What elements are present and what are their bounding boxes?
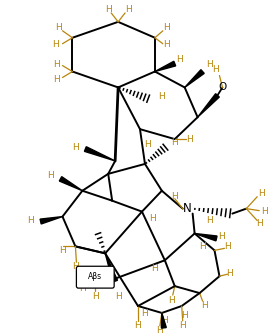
Polygon shape	[195, 234, 217, 241]
Text: H: H	[72, 142, 79, 152]
Text: H: H	[72, 262, 79, 271]
Text: H: H	[168, 296, 175, 304]
Text: H: H	[105, 5, 112, 14]
Polygon shape	[161, 313, 166, 328]
Text: H: H	[47, 171, 54, 180]
Text: H: H	[206, 60, 213, 69]
Text: N: N	[183, 202, 192, 215]
Text: H: H	[142, 309, 148, 319]
Text: H: H	[224, 242, 231, 251]
Text: H: H	[27, 216, 34, 225]
Text: H: H	[261, 207, 267, 216]
Text: H: H	[135, 321, 141, 330]
Text: H: H	[145, 139, 151, 149]
Text: O: O	[218, 82, 227, 92]
Text: H: H	[258, 189, 265, 198]
Text: H: H	[53, 60, 60, 69]
Text: H: H	[59, 246, 66, 255]
Text: H: H	[256, 219, 262, 228]
Polygon shape	[84, 147, 115, 161]
Text: H: H	[171, 137, 178, 146]
Text: H: H	[218, 232, 225, 241]
Text: H: H	[171, 192, 178, 201]
Polygon shape	[198, 94, 219, 117]
Text: H: H	[163, 40, 170, 49]
Text: H: H	[206, 216, 213, 225]
Polygon shape	[105, 253, 118, 282]
Text: H: H	[186, 135, 193, 143]
Polygon shape	[40, 217, 62, 224]
Text: Aβs: Aβs	[88, 272, 102, 281]
Polygon shape	[59, 177, 82, 191]
Text: H: H	[152, 264, 158, 273]
Text: H: H	[199, 242, 206, 251]
Text: H: H	[181, 311, 188, 321]
Polygon shape	[185, 70, 204, 87]
Text: H: H	[53, 75, 60, 84]
Text: H: H	[158, 92, 165, 101]
Text: H: H	[92, 292, 99, 301]
Text: H: H	[125, 5, 131, 14]
Text: H: H	[156, 326, 163, 335]
Text: H: H	[201, 301, 208, 310]
Text: H: H	[115, 292, 121, 301]
Text: H: H	[52, 40, 59, 49]
Text: H: H	[79, 284, 86, 293]
Text: H: H	[161, 317, 168, 325]
Text: H: H	[226, 269, 233, 278]
Text: H: H	[150, 214, 156, 223]
Text: H: H	[163, 23, 170, 32]
Text: H: H	[176, 55, 183, 64]
FancyBboxPatch shape	[76, 266, 114, 288]
Polygon shape	[155, 61, 176, 72]
Text: H: H	[179, 321, 186, 330]
Text: H: H	[212, 65, 219, 74]
Text: H: H	[55, 23, 62, 32]
